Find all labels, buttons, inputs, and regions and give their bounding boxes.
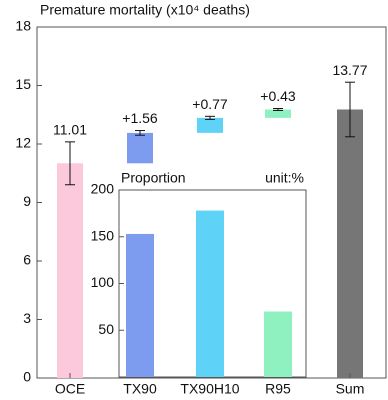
inset-bar xyxy=(264,311,292,377)
inset-title: Proportion xyxy=(121,170,186,186)
bar xyxy=(57,163,83,378)
bar xyxy=(197,117,223,133)
x-tick-label: R95 xyxy=(265,381,291,397)
bar xyxy=(127,132,153,164)
x-tick-label: TX90H10 xyxy=(180,381,239,397)
x-tick-label: Sum xyxy=(336,381,365,397)
x-tick-label: TX90 xyxy=(123,381,157,397)
value-label: +1.56 xyxy=(122,110,158,126)
inset-bar xyxy=(196,210,224,377)
value-label: +0.43 xyxy=(260,88,296,104)
y-tick-label: 150 xyxy=(91,227,115,243)
y-tick-label: 50 xyxy=(98,321,114,337)
y-tick-label: 0 xyxy=(23,369,31,385)
bar xyxy=(337,109,363,379)
value-label: 11.01 xyxy=(53,122,87,138)
y-tick-label: 3 xyxy=(23,310,31,326)
y-tick-label: 18 xyxy=(15,18,31,34)
inset-bar xyxy=(126,233,154,377)
value-label: 13.77 xyxy=(332,62,367,78)
bar xyxy=(265,109,291,118)
y-tick-label: 9 xyxy=(23,193,31,209)
y-tick-label: 100 xyxy=(91,274,115,290)
value-label: +0.77 xyxy=(192,96,228,112)
y-tick-label: 12 xyxy=(15,135,31,151)
y-tick-label: 6 xyxy=(23,252,31,268)
y-tick-label: 15 xyxy=(15,76,31,92)
x-tick-label: OCE xyxy=(55,381,85,397)
chart-title: Premature mortality (x10⁴ deaths) xyxy=(40,2,250,18)
y-tick-label: 200 xyxy=(91,181,115,197)
inset-annotation: unit:% xyxy=(265,170,304,186)
